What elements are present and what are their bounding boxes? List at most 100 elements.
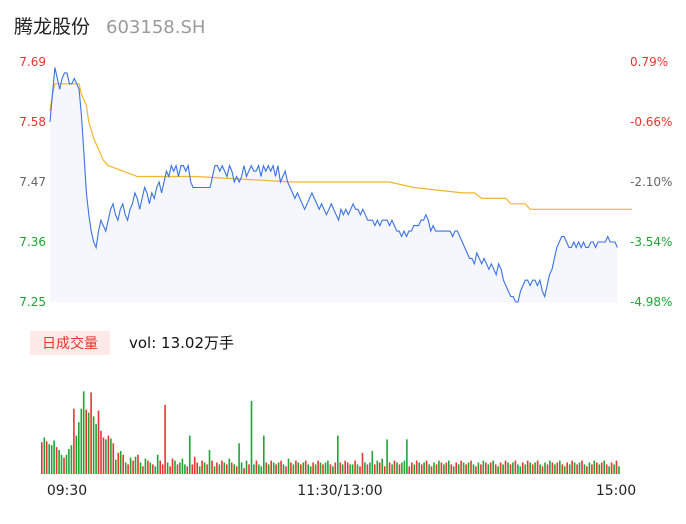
volume-bar <box>531 464 534 474</box>
volume-bar <box>85 409 87 474</box>
volume-bar <box>349 464 351 474</box>
volume-bar <box>164 404 166 474</box>
volume-bar <box>193 456 196 474</box>
volume-bar <box>450 464 453 474</box>
price-lines-layer <box>49 67 632 303</box>
volume-bar <box>171 458 174 474</box>
volume-bar <box>425 460 428 474</box>
volume-bar <box>82 391 85 474</box>
volume-bar <box>586 466 588 474</box>
volume-bar <box>539 464 541 474</box>
volume-bar <box>258 464 260 474</box>
volume-bar <box>277 462 280 474</box>
volume-bar <box>233 464 235 474</box>
price-axis-ticks: 7.69 0.79% 7.58 -0.66% 7.47 -2.10% 7.36 -3.54% 7… <box>19 55 672 309</box>
volume-bar <box>307 464 309 474</box>
volume-bar <box>253 464 255 474</box>
volume-bar <box>102 437 105 474</box>
volume-bar <box>371 451 374 474</box>
volume-bar <box>591 464 593 474</box>
change-tick-label: -4.98% <box>630 295 672 309</box>
volume-bar <box>327 460 329 474</box>
volume-bar <box>174 460 176 474</box>
volume-bar <box>445 462 448 474</box>
volume-bar <box>267 464 270 474</box>
volume-bar <box>455 462 457 474</box>
volume-bar <box>58 450 60 474</box>
volume-bar <box>245 460 248 474</box>
volume-bar <box>438 460 440 474</box>
volume-bar <box>374 464 376 474</box>
volume-bar <box>132 460 134 474</box>
volume-bar <box>68 449 70 474</box>
volume-bar <box>517 464 519 474</box>
volume-bar <box>272 462 275 474</box>
volume-bar <box>230 462 233 474</box>
volume-bar <box>541 466 544 474</box>
volume-bar <box>221 460 223 474</box>
volume-bar <box>489 462 492 474</box>
change-tick-label: -0.66% <box>630 115 672 129</box>
time-axis-ticks: 09:30 11:30/13:00 15:00 <box>47 483 636 499</box>
volume-bar <box>457 464 460 474</box>
volume-bar <box>302 462 305 474</box>
volume-bar <box>600 462 603 474</box>
volume-tag: 日成交量 <box>30 331 110 355</box>
volume-bar <box>494 464 497 474</box>
volume-bar <box>218 464 221 474</box>
volume-bar <box>610 462 613 474</box>
volume-bar <box>413 464 416 474</box>
volume-bar <box>356 464 359 474</box>
volume-bar <box>129 457 132 474</box>
volume-bar <box>332 466 334 474</box>
volume-bar <box>554 464 556 474</box>
volume-bar <box>255 460 258 474</box>
volume-bar <box>87 412 90 474</box>
volume-bar <box>290 462 292 474</box>
volume-bar <box>396 462 398 474</box>
volume-bar <box>280 460 282 474</box>
volume-bar <box>117 452 120 474</box>
volume-bar <box>401 462 403 474</box>
volume-bar <box>206 464 208 474</box>
volume-bar <box>295 460 297 474</box>
volume-bar <box>460 460 462 474</box>
volume-bar <box>497 466 499 474</box>
volume-bar <box>502 464 504 474</box>
volume-bar <box>499 462 502 474</box>
volume-bar <box>383 466 386 474</box>
time-tick-label: 11:30/13:00 <box>297 483 382 499</box>
volume-bar <box>70 445 73 474</box>
volume-bar <box>235 466 238 474</box>
volume-bar <box>95 424 97 474</box>
volume-bar <box>312 462 314 474</box>
volume-bar <box>563 466 566 474</box>
volume-bar <box>53 440 55 474</box>
volume-bar <box>196 462 198 474</box>
volume-bar <box>189 435 191 474</box>
volume-bar <box>603 460 605 474</box>
volume-bar <box>43 437 46 474</box>
volume-bar <box>282 464 285 474</box>
volume-bar <box>578 462 581 474</box>
volume-bar <box>378 462 381 474</box>
time-tick-label: 09:30 <box>47 483 87 499</box>
volume-bar <box>475 466 477 474</box>
volume-bar <box>544 462 546 474</box>
price-area <box>50 67 618 302</box>
volume-bar <box>65 454 68 474</box>
volume-bar <box>465 464 467 474</box>
volume-bar <box>346 462 349 474</box>
volume-bar <box>534 462 536 474</box>
volume-bar <box>270 460 272 474</box>
volume-bar <box>359 466 361 474</box>
volume-bar <box>354 460 356 474</box>
volume-bar <box>166 462 169 474</box>
volume-bar <box>211 460 213 474</box>
volume-bar <box>588 462 591 474</box>
volume-bar <box>477 462 480 474</box>
volume-bar <box>524 464 527 474</box>
volume-bar <box>546 464 549 474</box>
volume-bar <box>507 462 509 474</box>
